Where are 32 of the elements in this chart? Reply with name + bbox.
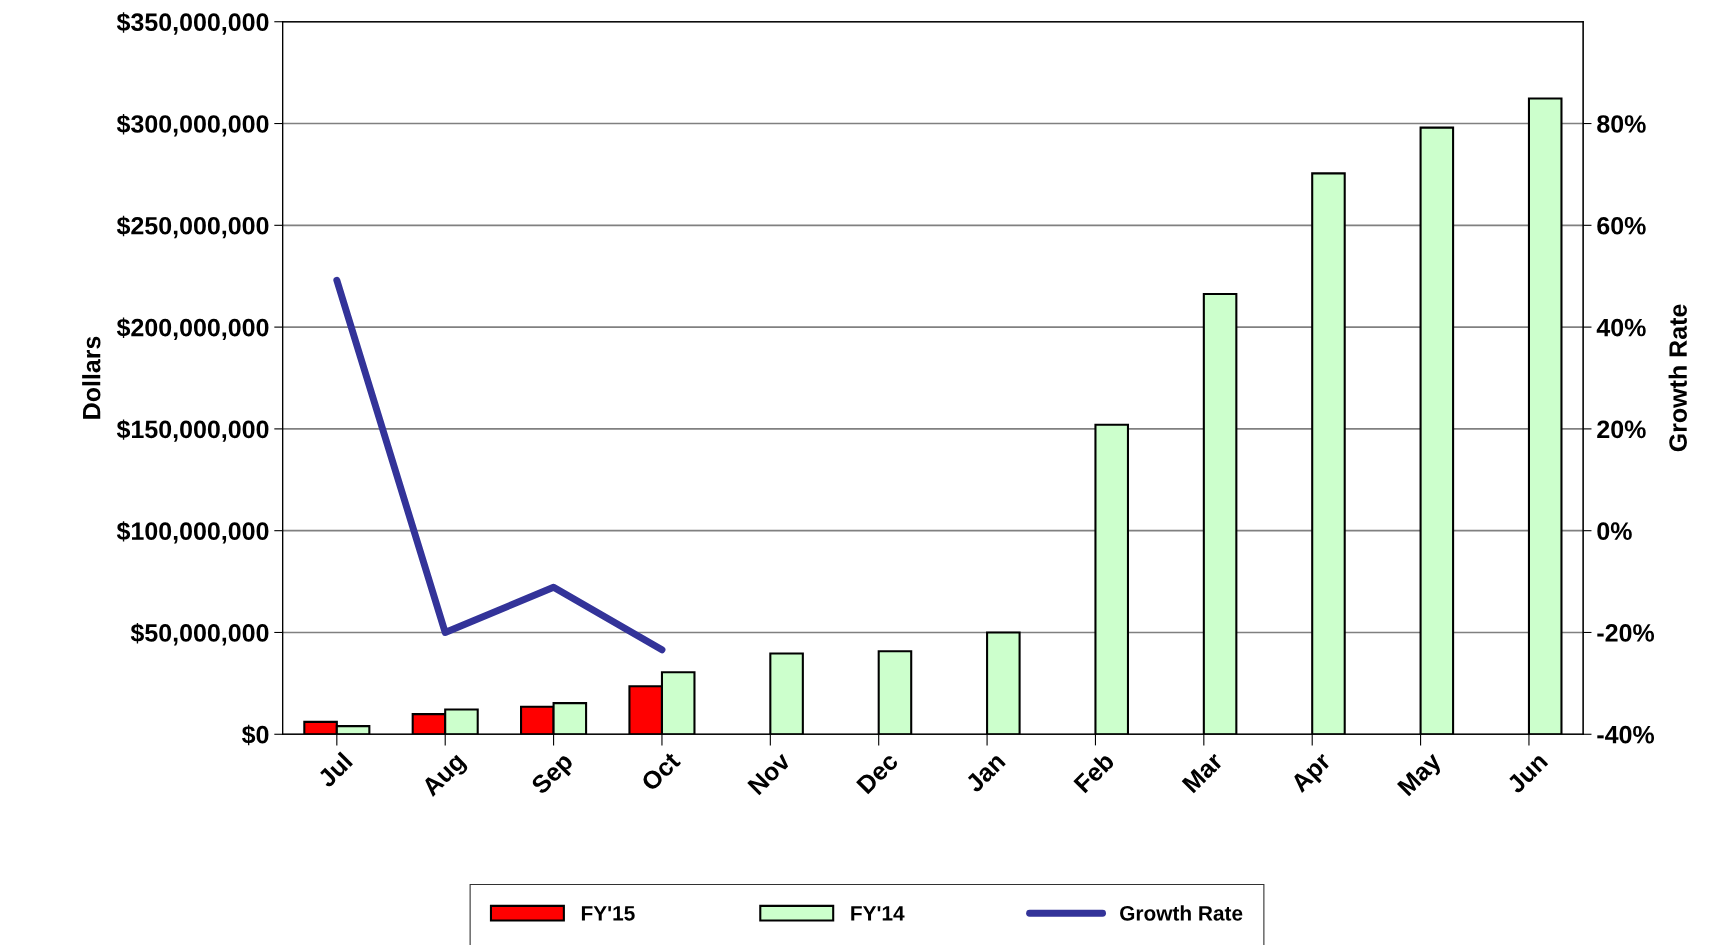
x-tick-label: Jan: [964, 751, 1006, 794]
y-tick-label: $0: [241, 724, 269, 746]
x-tick-label: Jul: [316, 751, 354, 789]
y2-tick-label: 0%: [1597, 522, 1632, 540]
y-tick-label: $150,000,000: [116, 419, 269, 442]
y2-tick-label: 60%: [1597, 216, 1646, 235]
x-tick-label: Oct: [640, 750, 682, 792]
x-tick-label: Nov: [747, 750, 792, 796]
x-tick-label: May: [1396, 750, 1446, 800]
y-tick-label: $50,000,000: [130, 622, 269, 646]
y2-tick-label: 80%: [1597, 115, 1646, 133]
y-tick-label: $250,000,000: [116, 215, 269, 239]
legend-label: FY'14: [851, 906, 905, 921]
x-tick-label: Jun: [1505, 751, 1549, 795]
legend-label: Growth Rate: [1120, 905, 1243, 921]
x-tick-label: Mar: [1181, 751, 1225, 794]
y2-tick-label: 20%: [1597, 420, 1646, 439]
y-tick-label: $100,000,000: [116, 521, 269, 544]
x-tick-label: Aug: [420, 751, 470, 801]
x-tick-label: Sep: [530, 751, 578, 799]
y2-axis-title: Growth Rate: [1668, 304, 1687, 452]
y-axis-title: Dollars: [82, 336, 101, 419]
x-tick-label: Feb: [1072, 750, 1116, 794]
y-tick-label: $350,000,000: [116, 12, 269, 35]
legend-label: FY'15: [581, 906, 635, 921]
y2-tick-label: -20%: [1597, 624, 1655, 642]
x-tick-label: Apr: [1289, 751, 1336, 797]
y-tick-label: $200,000,000: [116, 317, 269, 341]
y2-tick-label: -40%: [1597, 725, 1655, 744]
x-tick-label: Dec: [856, 751, 900, 795]
y2-tick-label: 40%: [1596, 318, 1646, 337]
y-tick-label: $300,000,000: [116, 114, 269, 137]
